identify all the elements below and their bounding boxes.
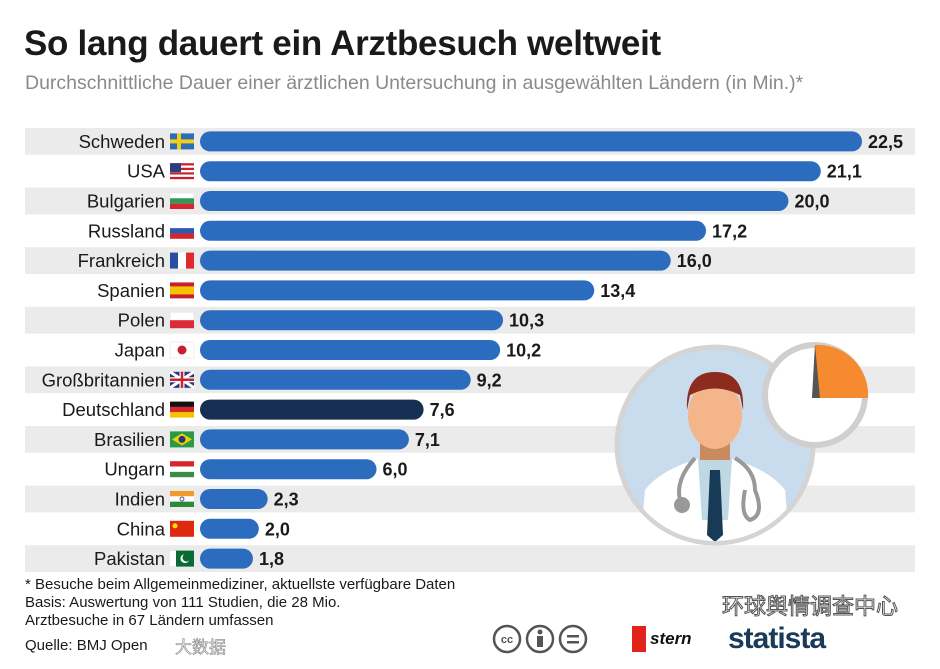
bar-pakistan <box>200 548 253 569</box>
category-label: Polen <box>118 310 165 331</box>
value-label: 6,0 <box>383 460 408 480</box>
flag-russia-icon <box>170 222 194 239</box>
category-label: Ungarn <box>104 459 165 480</box>
footnote: * Besuche beim Allgemeinmediziner, aktue… <box>25 576 456 593</box>
flag-france-icon <box>170 252 194 269</box>
category-label: Pakistan <box>94 548 165 569</box>
watermark: 环球舆情调查中心 <box>721 594 899 619</box>
value-label: 7,1 <box>415 430 440 450</box>
value-label: 17,2 <box>712 221 747 241</box>
category-label: Spanien <box>97 280 165 301</box>
stern-star-icon <box>632 626 646 652</box>
flag-uk-icon <box>169 370 195 390</box>
watermark-2: 大数据 <box>175 638 227 657</box>
flag-usa-icon <box>170 163 194 180</box>
category-label: Japan <box>115 340 165 361</box>
value-label: 10,2 <box>506 341 541 361</box>
value-label: 10,3 <box>509 311 544 331</box>
bar-großbritannien <box>200 369 471 390</box>
value-label: 21,1 <box>827 162 862 182</box>
value-label: 1,8 <box>259 549 284 569</box>
statista-logo: statista <box>728 622 826 655</box>
category-label: Großbritannien <box>42 369 165 390</box>
stern-logo: stern <box>650 629 692 648</box>
category-label: Russland <box>88 220 165 241</box>
flag-hungary-icon <box>170 461 194 478</box>
value-label: 2,3 <box>274 490 299 510</box>
basis-line-2: Arztbesuche in 67 Ländern umfassen <box>25 612 274 629</box>
clock-pie-slice <box>812 344 869 398</box>
value-label: 20,0 <box>794 192 829 212</box>
flag-india-icon <box>170 491 194 507</box>
bar-spanien <box>200 280 595 301</box>
category-label: Schweden <box>79 131 165 152</box>
flag-pakistan-icon <box>170 550 194 567</box>
flag-brazil-icon <box>170 431 194 448</box>
flag-spain-icon <box>170 282 194 299</box>
bar-schweden <box>200 131 862 152</box>
value-label: 13,4 <box>600 281 635 301</box>
flag-germany-icon <box>170 401 194 418</box>
value-label: 16,0 <box>677 251 712 271</box>
flag-china-icon <box>170 520 194 537</box>
bar-china <box>200 518 259 539</box>
bar-usa <box>200 161 821 182</box>
bar-polen <box>200 310 504 331</box>
flag-sweden-icon <box>170 133 194 150</box>
category-label: Frankreich <box>78 250 165 271</box>
source: Quelle: BMJ Open <box>25 637 148 654</box>
category-label: China <box>117 518 166 539</box>
bar-russland <box>200 220 707 241</box>
flag-poland-icon <box>169 311 195 329</box>
category-label: Brasilien <box>94 429 165 450</box>
bar-deutschland <box>200 399 424 420</box>
creative-commons-icons: cc <box>492 624 588 654</box>
svg-text:cc: cc <box>501 634 513 646</box>
category-label: Deutschland <box>62 399 165 420</box>
basis-line-1: Basis: Auswertung von 111 Studien, die 2… <box>25 594 341 611</box>
value-label: 22,5 <box>868 132 903 152</box>
category-label: Bulgarien <box>87 191 165 212</box>
value-label: 2,0 <box>265 519 290 539</box>
bar-bulgarien <box>200 191 789 211</box>
category-label: Indien <box>115 489 165 510</box>
doctor-illustration <box>614 342 869 546</box>
value-label: 7,6 <box>430 400 455 420</box>
chart-subtitle: Durchschnittliche Dauer einer ärztlichen… <box>25 72 804 94</box>
value-label: 9,2 <box>477 370 502 390</box>
bar-ungarn <box>200 459 377 480</box>
bar-frankreich <box>200 250 671 271</box>
bar-japan <box>200 340 501 360</box>
flag-bulgaria-icon <box>169 192 195 209</box>
doctor-icon <box>640 372 790 541</box>
chart-title: So lang dauert ein Arztbesuch weltweit <box>24 24 661 63</box>
category-label: USA <box>127 161 166 182</box>
bar-indien <box>200 489 268 509</box>
flag-japan-icon <box>169 341 195 359</box>
bar-brasilien <box>200 429 409 450</box>
